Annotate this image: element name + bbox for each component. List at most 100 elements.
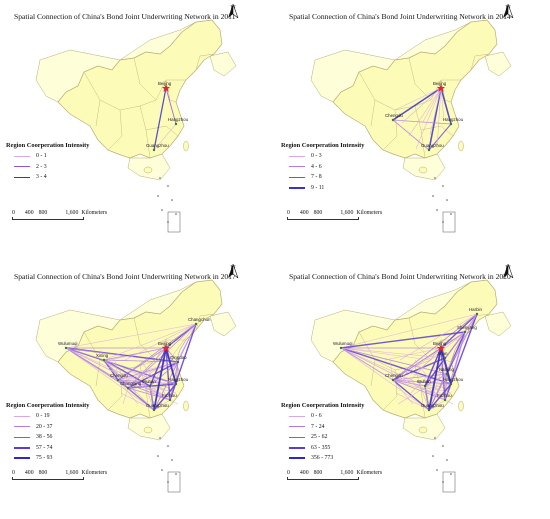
connection-line [384, 347, 442, 361]
scale-tick: 400 [24, 470, 34, 476]
legend-title: Region Coorperation Intensity [281, 402, 365, 409]
legend-swatch [14, 436, 30, 438]
scale-unit: Kilometers [356, 210, 383, 216]
connection-line [428, 403, 444, 411]
legend-item: 0 - 1 [6, 151, 89, 162]
city-label: Wuhan [142, 379, 156, 384]
province-border [107, 109, 123, 151]
connection-line [440, 313, 478, 349]
legend-label: 0 - 19 [36, 413, 50, 420]
legend-swatch [14, 176, 30, 178]
map-title: Spatial Connection of China's Bond Joint… [14, 12, 236, 21]
legend-swatch [14, 457, 30, 460]
connection-line [428, 357, 446, 411]
connection-line [117, 379, 139, 405]
city-marker [445, 372, 449, 376]
inset-frame [167, 211, 181, 233]
connection-line [127, 361, 179, 389]
city-label: Chengdu [385, 113, 403, 118]
connection-line [153, 399, 171, 411]
connection-line [153, 123, 177, 151]
city-marker [475, 312, 479, 316]
sea-island [167, 445, 169, 447]
connection-line [169, 361, 179, 401]
city-label: Xining [96, 353, 109, 358]
legend-item: 2 - 3 [6, 162, 89, 173]
connection-line [127, 387, 171, 401]
city-label: Beijing [158, 341, 172, 346]
sea-island [434, 437, 436, 439]
city-marker [443, 398, 447, 402]
legend-item: 57 - 74 [6, 443, 89, 454]
connection-line [133, 347, 167, 383]
north-arrow-icon [228, 264, 239, 278]
connection-line [424, 385, 429, 405]
city-label: Shenyang [457, 325, 477, 330]
connection-line [103, 359, 160, 383]
connection-line [440, 87, 445, 122]
neighbor-region [209, 311, 237, 337]
connection-line [65, 347, 129, 389]
scale-bar-graphic [12, 477, 84, 480]
connection-line [340, 347, 430, 411]
scale-bar-graphic [12, 217, 84, 220]
connection-line [425, 383, 452, 394]
city-marker [64, 346, 68, 350]
north-arrow-icon [228, 4, 239, 18]
scale-tick: 800 [38, 210, 48, 216]
connection-line [149, 385, 154, 405]
city-label: Chengdu [110, 373, 128, 378]
connection-line [392, 119, 430, 151]
city-marker [391, 378, 395, 382]
connection-line [124, 323, 197, 361]
connection-line [103, 323, 197, 361]
sea-island [159, 177, 161, 179]
connection-line [149, 361, 179, 387]
sea-island [450, 473, 452, 475]
province-border [470, 53, 490, 71]
taiwan-island [458, 400, 464, 412]
city-marker [391, 118, 395, 122]
connection-line [340, 347, 452, 385]
connection-line [392, 379, 426, 387]
connection-line [444, 373, 448, 401]
scale-tick: 800 [38, 470, 48, 476]
connection-line [118, 361, 179, 383]
city-marker [449, 122, 453, 126]
connection-line [103, 359, 137, 394]
legend: Region Coorperation Intensity 0 - 3 4 - 6… [281, 142, 364, 193]
city-label: Changchun [188, 317, 211, 322]
province-border [195, 53, 215, 71]
connection-line [153, 347, 167, 411]
connection-line [428, 87, 442, 151]
connection-line [149, 347, 167, 387]
connection-line [153, 361, 179, 411]
city-label: Wulumuqi [333, 341, 352, 346]
sea-island [175, 473, 177, 475]
connection-line [103, 359, 171, 401]
scale-tick: 400 [24, 210, 34, 216]
city-marker [102, 358, 106, 362]
connection-line [65, 347, 156, 361]
legend-item: 4 - 6 [281, 162, 364, 173]
scale-tick: 400 [299, 470, 309, 476]
capital-star-icon [437, 84, 445, 92]
scale-bar-graphic [287, 477, 359, 480]
taiwan-island [183, 140, 189, 152]
province-border [145, 125, 179, 137]
connection-line [428, 123, 452, 151]
connection-line [165, 347, 177, 385]
city-marker [443, 356, 447, 360]
connection-line [395, 392, 430, 411]
legend-label: 57 - 74 [36, 444, 53, 451]
legend-title: Region Coorperation Intensity [6, 142, 90, 149]
scale-tick: 0 [287, 470, 290, 476]
legend-title: Region Coorperation Intensity [281, 142, 365, 149]
china-map-2011: Beijing Hangzhou Guangzhou [35, 19, 237, 233]
scale-tick: 0 [287, 210, 290, 216]
connection-line [65, 347, 155, 411]
connection-line [340, 313, 478, 349]
connection-line [116, 370, 171, 401]
sea-island [442, 185, 444, 187]
scale-tick: 0 [12, 210, 15, 216]
